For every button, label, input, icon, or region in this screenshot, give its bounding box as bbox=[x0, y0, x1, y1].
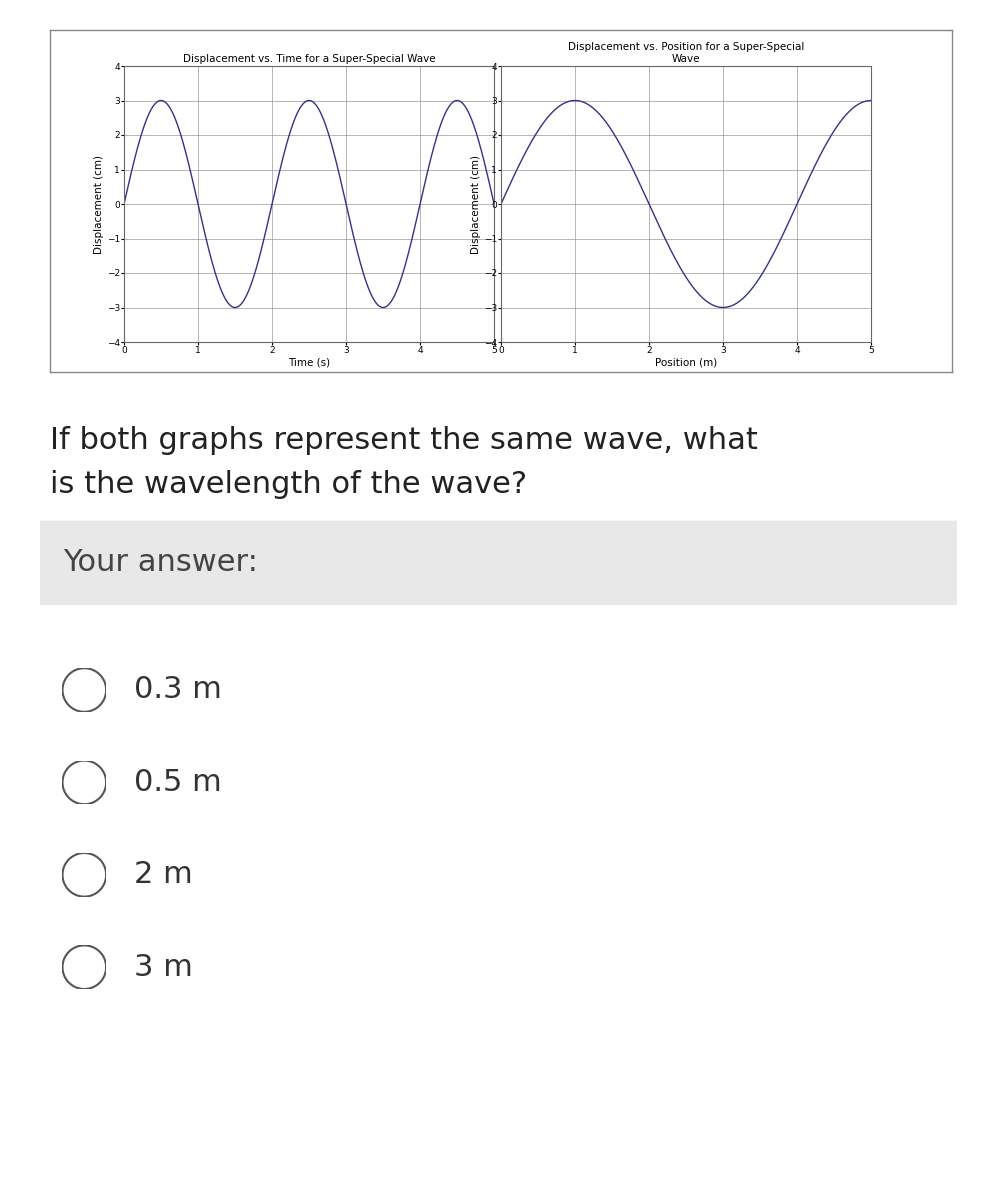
X-axis label: Position (m): Position (m) bbox=[655, 358, 717, 368]
Text: Your answer:: Your answer: bbox=[62, 548, 258, 577]
Y-axis label: Displacement (cm): Displacement (cm) bbox=[471, 155, 481, 253]
Text: 3 m: 3 m bbox=[134, 953, 192, 982]
Text: 0.3 m: 0.3 m bbox=[134, 676, 222, 704]
Y-axis label: Displacement (cm): Displacement (cm) bbox=[94, 155, 104, 253]
Title: Displacement vs. Position for a Super-Special
Wave: Displacement vs. Position for a Super-Sp… bbox=[567, 42, 805, 64]
X-axis label: Time (s): Time (s) bbox=[288, 358, 330, 368]
Text: 0.5 m: 0.5 m bbox=[134, 768, 221, 797]
FancyBboxPatch shape bbox=[17, 521, 980, 605]
Text: is the wavelength of the wave?: is the wavelength of the wave? bbox=[50, 470, 527, 499]
Text: 2 m: 2 m bbox=[134, 860, 192, 889]
Text: If both graphs represent the same wave, what: If both graphs represent the same wave, … bbox=[50, 426, 758, 455]
Title: Displacement vs. Time for a Super-Special Wave: Displacement vs. Time for a Super-Specia… bbox=[183, 54, 435, 64]
